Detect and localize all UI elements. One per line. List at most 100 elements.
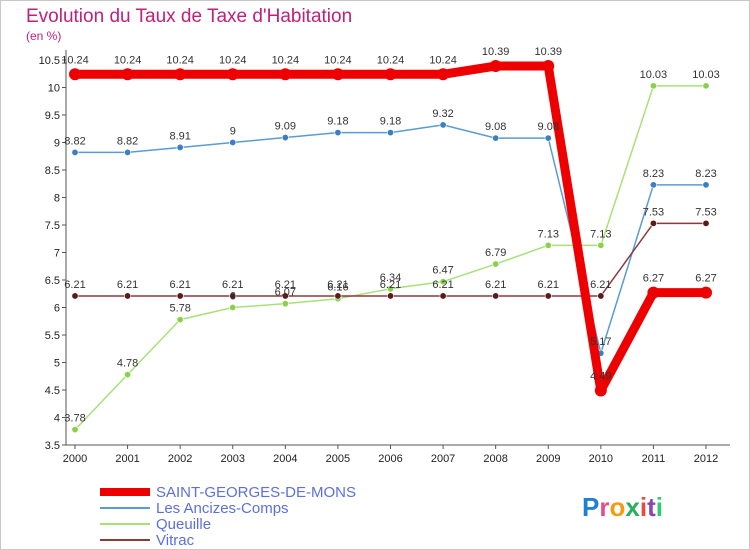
data-label: 6.21 [538,279,559,291]
data-label: 6.21 [590,279,611,291]
y-tick-label: 3.5 [45,440,60,452]
legend-label: Vitrac [156,532,195,549]
chart-subtitle: (en %) [26,29,62,43]
x-tick-label: 2010 [589,453,613,465]
data-label: 3.78 [64,413,85,425]
legend-label: SAINT-GEORGES-DE-MONS [156,484,356,501]
data-point [331,68,344,81]
x-tick-label: 2002 [168,453,192,465]
data-label: 10.24 [61,54,89,66]
data-point [437,68,450,81]
data-label: 7.53 [695,206,716,218]
logo-letter: x [625,492,640,522]
data-label: 6.21 [432,279,453,291]
proxiti-logo: Proxiti [582,492,663,522]
data-point [124,371,132,379]
y-tick-label: 10.5 [39,55,60,67]
data-point [597,292,605,300]
data-label: 10.39 [482,46,510,58]
legend-label: Les Ancizes-Comps [156,500,289,517]
data-point [386,285,394,293]
data-label: 10.24 [114,54,142,66]
data-label: 10.24 [324,54,352,66]
data-label: 4.78 [117,358,138,370]
data-label: 6.27 [643,273,664,285]
y-tick-label: 10 [48,83,60,95]
data-label: 6.07 [275,287,296,299]
data-point [279,68,292,81]
data-label: 8.91 [169,130,190,142]
data-point [69,68,81,81]
data-point [544,241,552,249]
y-tick-label: 5.5 [45,330,60,342]
data-point [594,384,607,397]
data-point [334,292,342,300]
data-label: 8.82 [64,135,85,147]
data-point [281,134,289,142]
data-point [226,68,239,81]
data-label: 10.03 [640,69,668,81]
data-point [439,278,447,286]
y-tick-label: 5 [54,358,60,370]
data-point [489,60,502,73]
data-label: 6.21 [327,279,348,291]
data-label: 10.24 [377,54,405,66]
data-point [386,292,394,300]
data-point [492,134,500,142]
data-point [176,292,184,300]
data-label: 8.23 [643,168,664,180]
y-tick-label: 6.5 [45,275,60,287]
data-label: 5.17 [590,336,611,348]
data-point [439,121,447,129]
logo-letter: i [640,492,647,522]
data-point [71,426,79,434]
data-label: 6.21 [169,279,190,291]
logo-letter: t [647,492,656,522]
data-point [544,134,552,142]
data-label: 6.21 [275,279,296,291]
data-label: 7.13 [590,228,611,240]
data-point [281,292,289,300]
data-label: 9.09 [275,121,296,133]
y-tick-label: 9 [54,138,60,150]
data-label: 10.03 [692,69,720,81]
data-point [229,292,237,300]
x-tick-label: 2003 [221,453,245,465]
data-point [71,292,79,300]
data-label: 10.24 [429,54,457,66]
data-label: 6.21 [64,279,85,291]
data-label: 9.08 [538,121,559,133]
data-point [439,292,447,300]
data-point [384,68,397,81]
data-label: 6.21 [485,279,506,291]
data-label: 6.79 [485,247,506,259]
y-tick-label: 4 [54,413,60,425]
data-point [124,148,132,156]
y-tick-label: 8.5 [45,165,60,177]
data-label: 8.23 [695,168,716,180]
data-label: 6 [230,291,236,303]
data-point [176,316,184,324]
data-label: 9.08 [485,121,506,133]
legend-label: Queuille [156,516,211,533]
data-point [647,286,660,299]
data-point [492,292,500,300]
data-label: 10.24 [272,54,300,66]
x-tick-label: 2005 [326,453,350,465]
data-point [176,143,184,151]
y-tick-label: 6 [54,303,60,315]
data-label: 6.21 [222,279,243,291]
x-tick-label: 2011 [642,453,666,465]
x-tick-label: 2000 [63,453,87,465]
x-tick-label: 2008 [483,453,507,465]
data-label: 10.39 [534,46,562,58]
data-point [649,82,657,90]
data-point [649,219,657,227]
data-label: 6.34 [380,272,401,284]
data-label: 5.78 [169,303,190,315]
data-point [702,181,710,189]
data-label: 6.47 [432,265,453,277]
data-point [542,60,555,73]
data-point [229,303,237,311]
